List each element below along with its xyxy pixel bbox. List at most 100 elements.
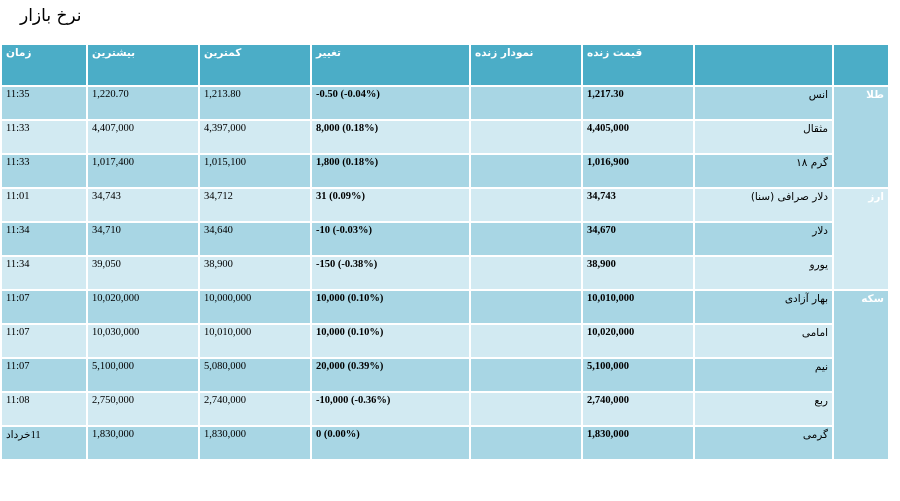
low-value: 10,010,000	[200, 325, 310, 357]
item-name: دلار صرافی (سنا)	[695, 189, 832, 221]
live-chart	[471, 427, 581, 459]
live-price: 5,100,000	[583, 359, 693, 391]
low-value: 1,830,000	[200, 427, 310, 459]
live-chart	[471, 121, 581, 153]
item-name: یورو	[695, 257, 832, 289]
live-price: 1,830,000	[583, 427, 693, 459]
item-name: انس	[695, 87, 832, 119]
low-value: 10,000,000	[200, 291, 310, 323]
header-group	[834, 45, 888, 85]
group-label: ارز	[834, 189, 888, 289]
change-value: -0.50 (-0.04%)	[312, 87, 469, 119]
low-value: 34,640	[200, 223, 310, 255]
time-value: 11:33	[2, 155, 86, 187]
high-value: 1,017,400	[88, 155, 198, 187]
table-row: گرمی 1,830,000 0 (0.00%) 1,830,000 1,830,000…	[2, 427, 888, 459]
change-value: 0 (0.00%)	[312, 427, 469, 459]
high-value: 5,100,000	[88, 359, 198, 391]
live-price: 10,010,000	[583, 291, 693, 323]
header-name	[695, 45, 832, 85]
market-rates-table: قیمت زنده نمودار زنده تغییر کمترین بیشتر…	[0, 43, 890, 461]
live-chart	[471, 359, 581, 391]
time-value: 11:01	[2, 189, 86, 221]
time-value: 11:33	[2, 121, 86, 153]
live-price: 1,217.30	[583, 87, 693, 119]
group-label: سکه	[834, 291, 888, 459]
high-value: 10,030,000	[88, 325, 198, 357]
item-name: مثقال	[695, 121, 832, 153]
low-value: 34,712	[200, 189, 310, 221]
live-price: 4,405,000	[583, 121, 693, 153]
low-value: 2,740,000	[200, 393, 310, 425]
high-value: 1,220.70	[88, 87, 198, 119]
live-chart	[471, 291, 581, 323]
header-high: بیشترین	[88, 45, 198, 85]
item-name: بهار آزادی	[695, 291, 832, 323]
page-title: نرخ بازار	[20, 6, 82, 26]
high-value: 34,743	[88, 189, 198, 221]
live-chart	[471, 223, 581, 255]
live-price: 38,900	[583, 257, 693, 289]
low-value: 5,080,000	[200, 359, 310, 391]
header-change: تغییر	[312, 45, 469, 85]
time-value: 11خرداد	[2, 427, 86, 459]
change-value: -10 (-0.03%)	[312, 223, 469, 255]
time-value: 11:34	[2, 223, 86, 255]
item-name: امامی	[695, 325, 832, 357]
time-value: 11:34	[2, 257, 86, 289]
live-price: 1,016,900	[583, 155, 693, 187]
table-header-row: قیمت زنده نمودار زنده تغییر کمترین بیشتر…	[2, 45, 888, 85]
change-value: -150 (-0.38%)	[312, 257, 469, 289]
table-row: یورو 38,900 -150 (-0.38%) 38,900 39,050 11:34	[2, 257, 888, 289]
table-row: گرم ۱۸ 1,016,900 1,800 (0.18%) 1,015,100 1,0…	[2, 155, 888, 187]
low-value: 1,015,100	[200, 155, 310, 187]
change-value: 20,000 (0.39%)	[312, 359, 469, 391]
change-value: 10,000 (0.10%)	[312, 291, 469, 323]
low-value: 38,900	[200, 257, 310, 289]
live-chart	[471, 257, 581, 289]
change-value: 31 (0.09%)	[312, 189, 469, 221]
high-value: 34,710	[88, 223, 198, 255]
item-name: گرمی	[695, 427, 832, 459]
live-chart	[471, 325, 581, 357]
high-value: 1,830,000	[88, 427, 198, 459]
table-row: ربع 2,740,000 -10,000 (-0.36%) 2,740,000 2,7…	[2, 393, 888, 425]
header-live-chart: نمودار زنده	[471, 45, 581, 85]
table-row: امامی 10,020,000 10,000 (0.10%) 10,010,000 1…	[2, 325, 888, 357]
time-value: 11:07	[2, 325, 86, 357]
header-time: زمان	[2, 45, 86, 85]
table-row: سکه بهار آزادی 10,010,000 10,000 (0.10%) 10,…	[2, 291, 888, 459]
live-chart	[471, 393, 581, 425]
item-name: دلار	[695, 223, 832, 255]
table-row: ارز دلار صرافی (سنا) 34,743 31 (0.09%) 34,71…	[2, 189, 888, 289]
change-value: 8,000 (0.18%)	[312, 121, 469, 153]
header-live-price: قیمت زنده	[583, 45, 693, 85]
table-row: طلا انس 1,217.30 -0.50 (-0.04%) 1,213.80 1,22…	[2, 87, 888, 187]
high-value: 39,050	[88, 257, 198, 289]
table-row: دلار 34,670 -10 (-0.03%) 34,640 34,710 11:34	[2, 223, 888, 255]
group-label: طلا	[834, 87, 888, 187]
header-low: کمترین	[200, 45, 310, 85]
live-price: 34,670	[583, 223, 693, 255]
live-price: 2,740,000	[583, 393, 693, 425]
item-name: نیم	[695, 359, 832, 391]
live-price: 34,743	[583, 189, 693, 221]
change-value: -10,000 (-0.36%)	[312, 393, 469, 425]
high-value: 4,407,000	[88, 121, 198, 153]
live-chart	[471, 87, 581, 119]
low-value: 4,397,000	[200, 121, 310, 153]
high-value: 10,020,000	[88, 291, 198, 323]
time-value: 11:35	[2, 87, 86, 119]
table-row: نیم 5,100,000 20,000 (0.39%) 5,080,000 5,100…	[2, 359, 888, 391]
item-name: گرم ۱۸	[695, 155, 832, 187]
live-chart	[471, 155, 581, 187]
low-value: 1,213.80	[200, 87, 310, 119]
time-value: 11:07	[2, 291, 86, 323]
time-value: 11:08	[2, 393, 86, 425]
high-value: 2,750,000	[88, 393, 198, 425]
change-value: 10,000 (0.10%)	[312, 325, 469, 357]
live-chart	[471, 189, 581, 221]
table-row: مثقال 4,405,000 8,000 (0.18%) 4,397,000 4,40…	[2, 121, 888, 153]
item-name: ربع	[695, 393, 832, 425]
live-price: 10,020,000	[583, 325, 693, 357]
